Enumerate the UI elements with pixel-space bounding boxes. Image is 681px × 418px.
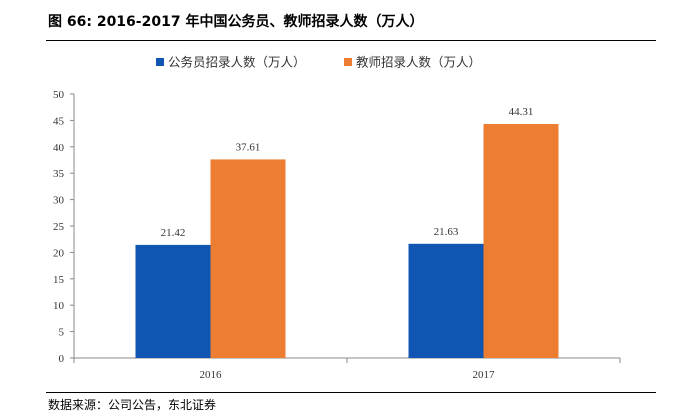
data-label: 37.61: [236, 141, 261, 153]
legend-swatch-teacher: [344, 58, 352, 66]
y-tick-label: 5: [59, 327, 65, 339]
y-tick-label: 35: [53, 168, 65, 180]
source-note: 数据来源：公司公告，东北证券: [48, 398, 217, 412]
source-rule: [46, 392, 656, 393]
bar-teacher-2017: [483, 124, 559, 358]
data-label: 44.31: [509, 106, 534, 118]
data-label: 21.63: [434, 226, 459, 238]
figure-title: 图 66: 2016-2017 年中国公务员、教师招录人数（万人）: [48, 14, 424, 30]
y-tick-label: 25: [53, 221, 65, 233]
legend-label: 教师招录人数（万人）: [356, 55, 481, 70]
y-tick-label: 30: [53, 195, 65, 207]
x-category-label: 2016: [200, 369, 223, 381]
y-tick-label: 45: [53, 115, 65, 127]
y-tick-label: 15: [53, 274, 65, 286]
y-tick-label: 40: [53, 142, 65, 154]
y-tick-label: 20: [53, 247, 65, 259]
data-label: 21.42: [161, 227, 186, 239]
x-category-label: 2017: [473, 369, 496, 381]
chart-legend: 公务员招录人数（万人） 教师招录人数（万人）: [156, 55, 481, 70]
legend-label: 公务员招录人数（万人）: [168, 55, 306, 70]
bar-teacher-2016: [210, 159, 286, 358]
bar-civil-servant-2016: [135, 244, 211, 358]
chart-bars: 21.42 37.61 21.63 44.31: [135, 106, 559, 358]
title-rule: [46, 40, 656, 41]
bar-civil-servant-2017: [408, 243, 484, 358]
y-tick-label: 0: [59, 353, 65, 365]
legend-swatch-civil-servant: [156, 58, 164, 66]
y-tick-label: 10: [53, 300, 65, 312]
y-tick-label: 50: [53, 89, 65, 101]
